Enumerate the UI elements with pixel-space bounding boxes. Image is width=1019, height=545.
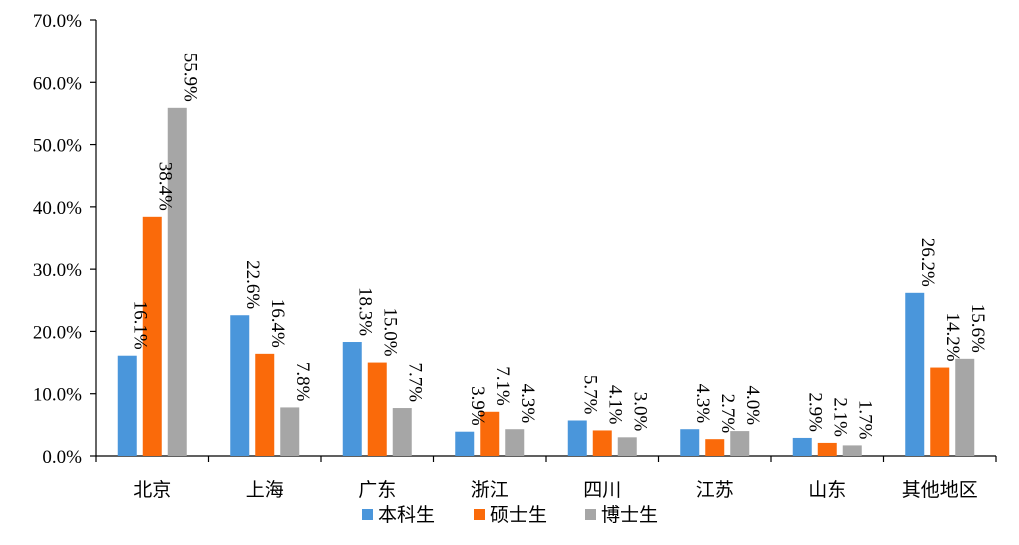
legend-swatch: [474, 509, 485, 520]
y-tick-label: 20.0%: [33, 322, 82, 343]
data-label: 7.8%: [292, 362, 313, 402]
bar: [142, 216, 162, 456]
x-tick-label: 四川: [583, 479, 621, 501]
bar: [792, 437, 812, 456]
data-label: 4.3%: [692, 384, 713, 424]
y-tick-label: 70.0%: [33, 11, 82, 32]
bar: [592, 430, 612, 456]
bar: [955, 358, 975, 456]
y-tick-label: 40.0%: [33, 198, 82, 219]
data-label: 1.7%: [854, 400, 875, 440]
data-label: 38.4%: [154, 162, 175, 211]
bar: [167, 107, 187, 456]
bar: [480, 411, 500, 456]
y-tick-label: 10.0%: [33, 385, 82, 406]
data-label: 16.1%: [129, 301, 150, 350]
data-label: 7.1%: [492, 366, 513, 406]
bar: [255, 353, 275, 456]
bars: [117, 107, 975, 456]
bar: [930, 367, 950, 456]
data-label: 7.7%: [404, 362, 425, 402]
bar: [117, 355, 137, 456]
legend-label: 博士生: [601, 504, 658, 526]
bar: [680, 429, 700, 456]
data-label: 2.1%: [829, 397, 850, 437]
y-tick-label: 50.0%: [33, 136, 82, 157]
data-label: 2.7%: [717, 394, 738, 434]
bar: [230, 315, 250, 456]
bar: [617, 437, 637, 456]
x-axis: 北京 上海 广东 浙江 四川 江苏 山东 其他地区: [95, 455, 997, 501]
data-label: 15.0%: [379, 307, 400, 356]
y-tick-label: 0.0%: [42, 447, 82, 468]
bar: [342, 342, 362, 456]
bar: [567, 420, 587, 456]
bar: [505, 429, 525, 456]
bar: [817, 442, 837, 456]
bar: [705, 439, 725, 456]
legend-label: 本科生: [378, 504, 435, 526]
y-axis: 0.0% 10.0% 20.0% 30.0% 40.0% 50.0% 60.0% 70.0%: [33, 11, 97, 468]
data-label: 4.0%: [742, 386, 763, 426]
legend: 本科生 硕士生 博士生: [362, 504, 658, 526]
y-tick-label: 60.0%: [33, 73, 82, 94]
bar: [842, 445, 862, 456]
bar: [367, 362, 387, 456]
bar: [455, 431, 475, 456]
data-label: 4.3%: [517, 384, 538, 424]
data-label: 26.2%: [917, 238, 938, 287]
data-label: 14.2%: [942, 312, 963, 361]
data-labels: 16.1%38.4%55.9%22.6%16.4%7.8%18.3% 15.0%7…: [129, 53, 988, 440]
data-label: 2.9%: [804, 392, 825, 432]
legend-swatch: [585, 509, 596, 520]
bar: [392, 408, 412, 456]
legend-swatch: [362, 509, 373, 520]
x-tick-label: 上海: [246, 479, 284, 501]
data-label: 4.1%: [604, 385, 625, 425]
data-label: 55.9%: [179, 53, 200, 102]
data-label: 5.7%: [579, 375, 600, 415]
y-tick-label: 30.0%: [33, 260, 82, 281]
x-tick-label: 广东: [358, 479, 396, 501]
data-label: 3.9%: [467, 386, 488, 426]
x-tick-label: 山东: [808, 479, 846, 501]
data-label: 15.6%: [967, 304, 988, 353]
bar: [905, 292, 925, 456]
x-tick-label: 其他地区: [902, 479, 978, 501]
bar: [280, 407, 300, 456]
x-tick-label: 北京: [133, 479, 171, 501]
data-label: 3.0%: [629, 392, 650, 432]
legend-label: 硕士生: [490, 504, 547, 526]
data-label: 16.4%: [267, 299, 288, 348]
data-label: 22.6%: [242, 260, 263, 309]
x-tick-label: 浙江: [471, 479, 509, 501]
bar: [730, 431, 750, 456]
data-label: 18.3%: [354, 287, 375, 336]
x-tick-label: 江苏: [696, 479, 734, 501]
